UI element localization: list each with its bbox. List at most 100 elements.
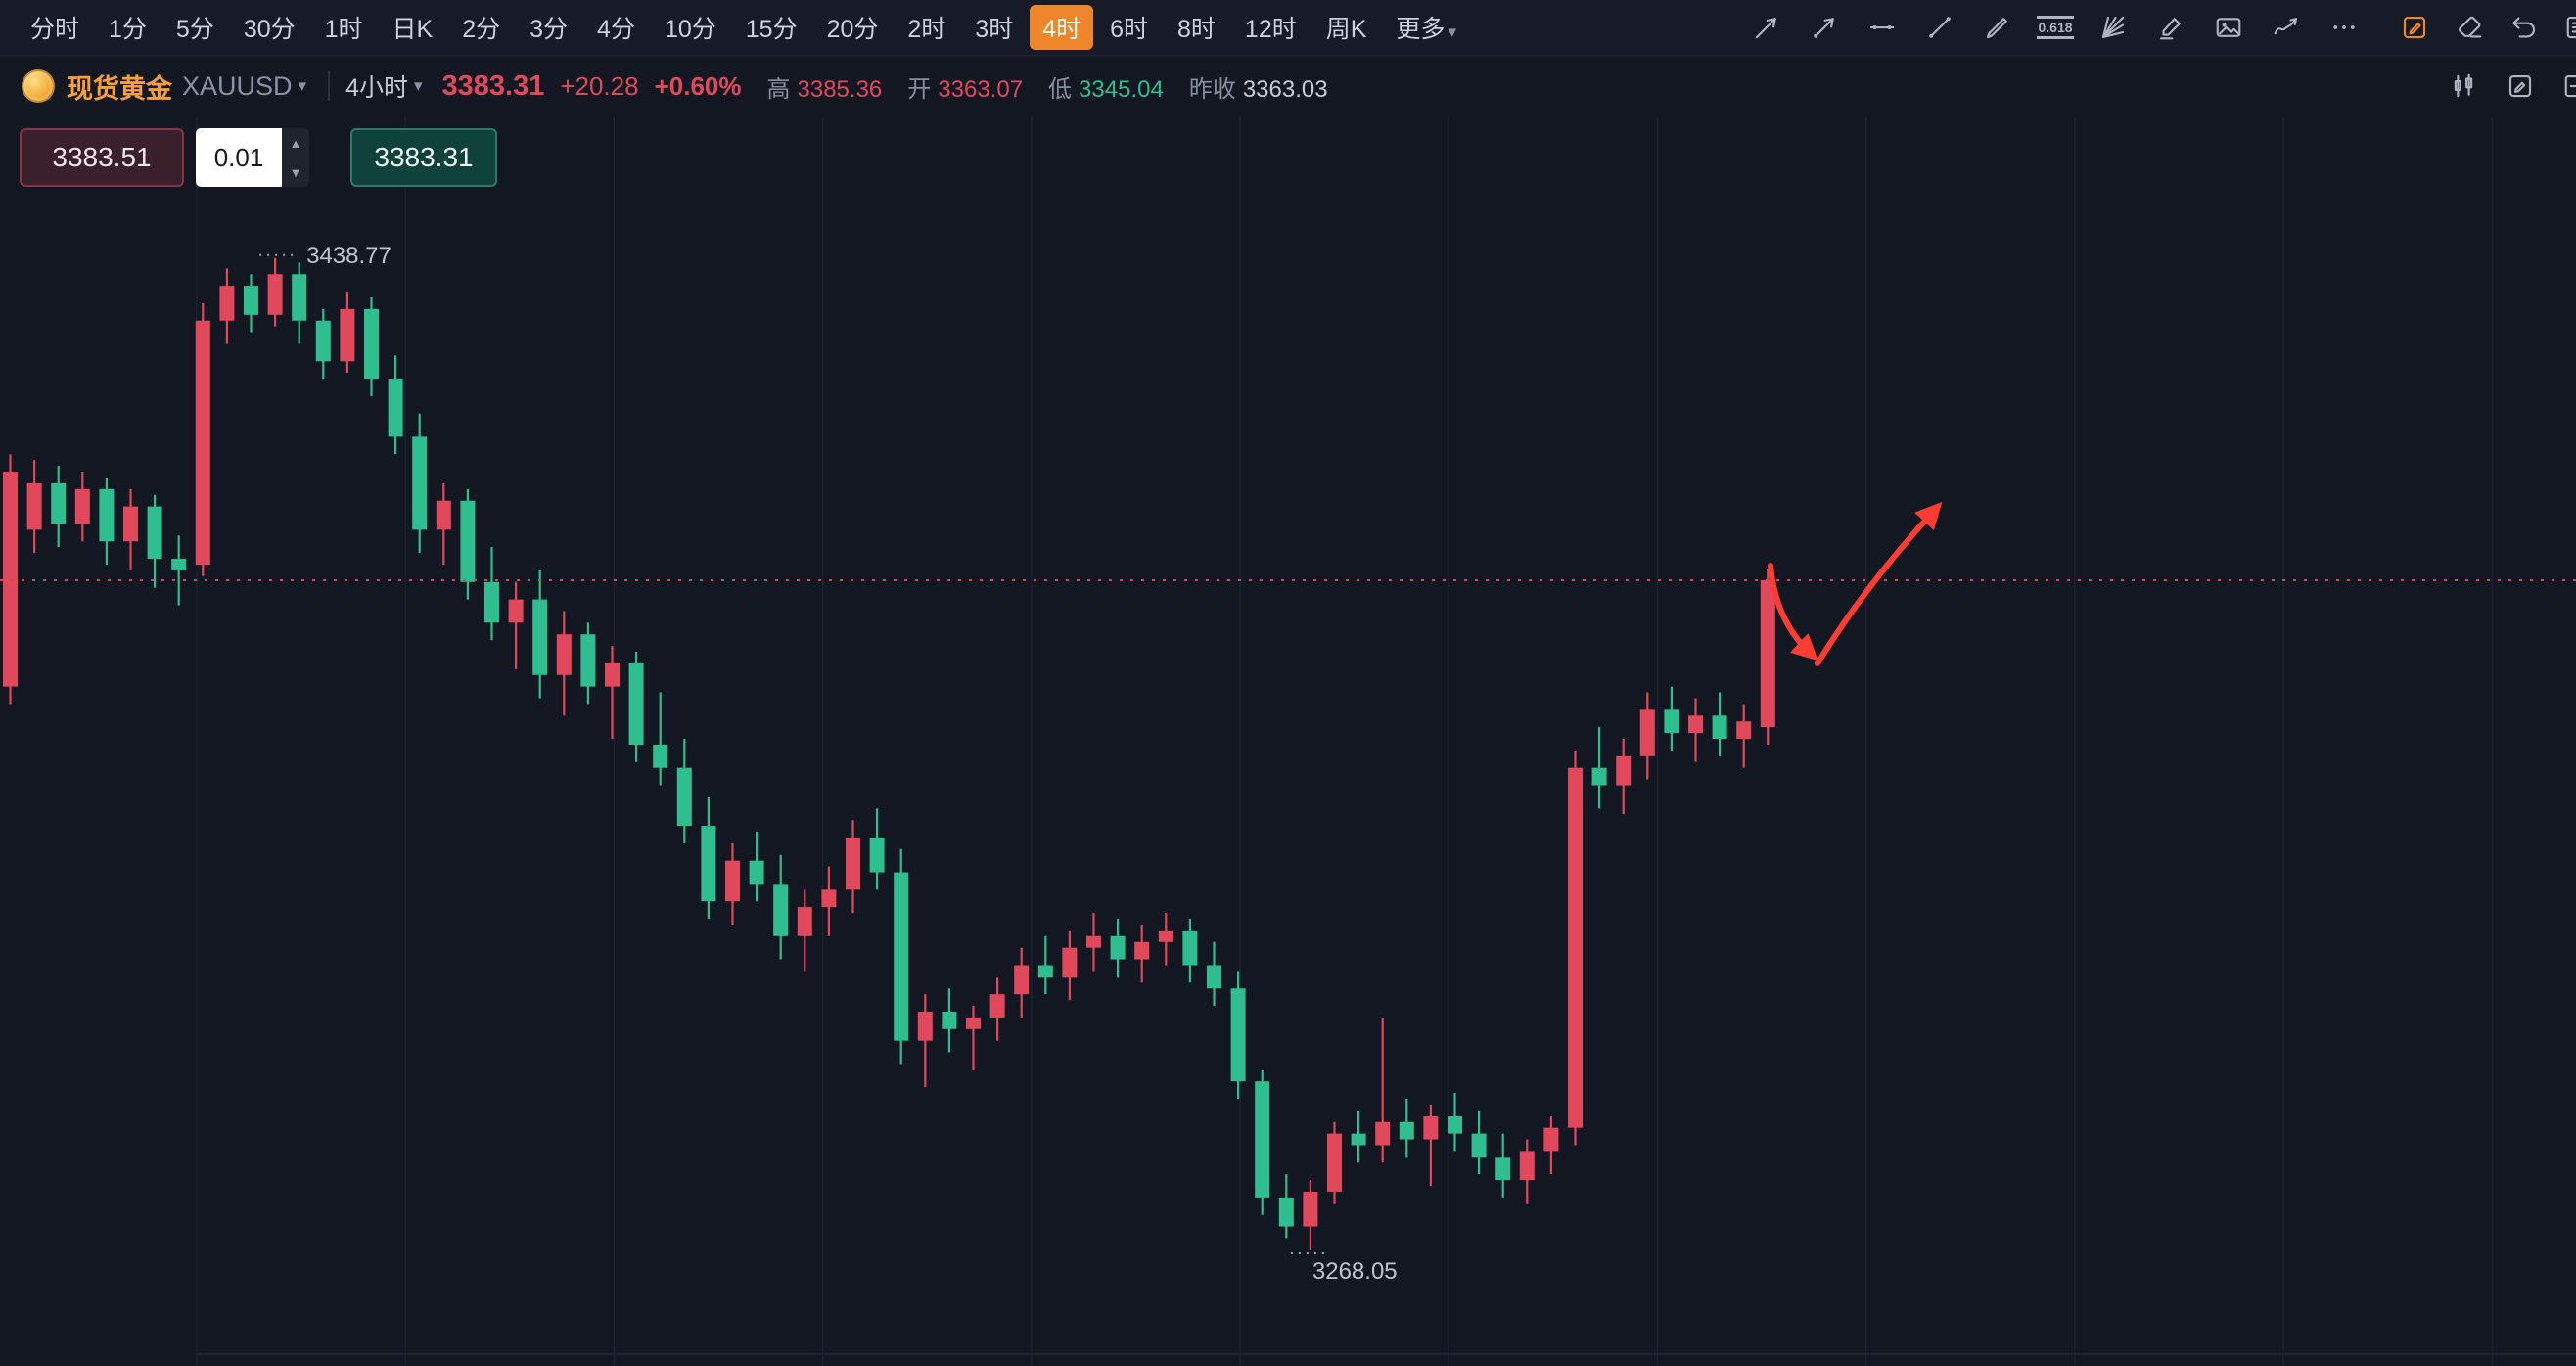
symbol-code[interactable]: XAUUSD: [182, 70, 293, 101]
candle: [1760, 568, 1775, 745]
candle: [1423, 1104, 1439, 1187]
wave-icon[interactable]: [2270, 11, 2303, 44]
candle: [195, 302, 210, 576]
timeframe-tab-11[interactable]: 20分: [826, 16, 879, 43]
trend-line-icon[interactable]: [1923, 11, 1956, 44]
candle: [267, 257, 283, 327]
drawn-arrow-annotation[interactable]: [1768, 563, 1818, 661]
panel-clipped-icon[interactable]: [2562, 11, 2576, 44]
timeframe-tab-9[interactable]: 10分: [664, 16, 716, 43]
timeframe-tab-16[interactable]: 8时: [1177, 16, 1216, 43]
timeframe-tab-0[interactable]: 分时: [30, 16, 80, 43]
timeframe-tab-2[interactable]: 5分: [175, 16, 214, 43]
candle: [605, 646, 620, 740]
pen-icon[interactable]: [1981, 11, 2014, 44]
candle: [364, 296, 379, 396]
candle: [1519, 1139, 1535, 1204]
chart-edit-icon[interactable]: [2504, 69, 2537, 103]
candle: [1278, 1174, 1294, 1239]
chevron-down-icon[interactable]: ▾: [298, 76, 307, 95]
ticker-bar: 现货黄金 XAUUSD ▾ 4小时 ▾ 3383.31 +20.28 +0.60…: [0, 56, 2576, 116]
candle: [532, 569, 548, 699]
timeframe-tab-14[interactable]: 4时: [1030, 5, 1094, 50]
candle: [171, 535, 187, 606]
candle: [1255, 1070, 1270, 1215]
timeframe-tab-3[interactable]: 30分: [243, 16, 296, 43]
candle: [99, 477, 115, 565]
quantity-value[interactable]: 0.01: [196, 128, 282, 187]
timeframe-tab-5[interactable]: 日K: [391, 16, 434, 43]
marker-icon[interactable]: [2154, 11, 2187, 44]
candle: [797, 889, 812, 972]
candle: [917, 994, 933, 1088]
timeframe-tab-18[interactable]: 周K: [1325, 16, 1367, 43]
quantity-stepper[interactable]: 0.01 ▲ ▼: [196, 128, 309, 187]
stat-high: 高 3385.36: [767, 69, 883, 104]
sell-button[interactable]: 3383.51: [20, 128, 184, 187]
candle: [1110, 919, 1126, 978]
candle: [1495, 1133, 1511, 1198]
price-change-percent: +0.60%: [654, 70, 742, 101]
candle: [1616, 739, 1632, 815]
timeframe-tab-6[interactable]: 2分: [462, 16, 501, 43]
candle: [1086, 913, 1101, 972]
stat-low-value: 3345.04: [1079, 75, 1164, 103]
candle: [460, 488, 476, 600]
candle: [1712, 692, 1727, 756]
ray-arrow-icon[interactable]: [1750, 11, 1783, 44]
divider: [328, 71, 331, 101]
image-icon[interactable]: [2212, 11, 2245, 44]
high-price-label: 3438.77: [306, 243, 391, 269]
trend-arrow-icon[interactable]: [1808, 11, 1841, 44]
candle: [147, 494, 162, 588]
timeframe-tab-10[interactable]: 15分: [745, 16, 798, 43]
candle: [942, 988, 957, 1053]
stat-open-value: 3363.07: [938, 75, 1024, 103]
candle: [701, 797, 716, 920]
candle: [1591, 727, 1607, 809]
timeframe-tab-7[interactable]: 3分: [529, 16, 569, 43]
candle: [1568, 750, 1583, 1146]
candle: [508, 581, 524, 669]
candle: [244, 274, 258, 333]
stat-open-label: 开: [907, 75, 932, 103]
fib-retracement-icon[interactable]: 0.618: [2037, 11, 2074, 44]
buy-button[interactable]: 3383.31: [350, 128, 497, 187]
timeframe-tab-19[interactable]: 更多 ▾: [1396, 16, 1456, 43]
timeframe-tab-15[interactable]: 6时: [1110, 16, 1149, 43]
candle: [1158, 913, 1173, 966]
chart-style-icon[interactable]: [2447, 69, 2480, 103]
eraser-icon[interactable]: [2453, 11, 2486, 44]
decrement-icon[interactable]: ▼: [289, 164, 302, 180]
stat-high-label: 高: [766, 75, 791, 103]
gann-fan-icon[interactable]: [2096, 11, 2130, 44]
timeframe-tab-1[interactable]: 1分: [109, 16, 147, 43]
symbol-name[interactable]: 现货黄金: [67, 73, 172, 104]
interval-selector[interactable]: 4小时: [345, 74, 408, 102]
stat-high-value: 3385.36: [797, 75, 883, 103]
more-tools-icon[interactable]: [2327, 11, 2361, 44]
horizontal-segment-icon[interactable]: [1865, 11, 1899, 44]
candle: [989, 977, 1005, 1041]
candle: [1664, 686, 1679, 751]
timeframe-tab-12[interactable]: 2时: [907, 16, 946, 43]
increment-icon[interactable]: ▲: [289, 135, 302, 151]
timeframe-tab-4[interactable]: 1时: [324, 16, 363, 43]
candle: [869, 808, 885, 890]
chevron-down-icon[interactable]: ▾: [413, 76, 423, 95]
timeframe-tab-13[interactable]: 3时: [975, 16, 1014, 43]
timeframe-tab-8[interactable]: 4分: [597, 16, 635, 43]
edit-square-icon[interactable]: [2398, 11, 2431, 44]
undo-icon[interactable]: [2507, 11, 2541, 44]
candle: [894, 848, 909, 1065]
chevron-down-icon: ▾: [1448, 23, 1456, 41]
drawn-arrow-annotation[interactable]: [1815, 502, 1943, 666]
edge-clipped-icon[interactable]: [2560, 69, 2576, 103]
candle: [1134, 924, 1150, 983]
candle: [436, 482, 451, 565]
stat-prev-close-label: 昨收: [1188, 75, 1236, 103]
timeframe-tab-17[interactable]: 12时: [1244, 16, 1297, 43]
candle: [1230, 971, 1246, 1099]
